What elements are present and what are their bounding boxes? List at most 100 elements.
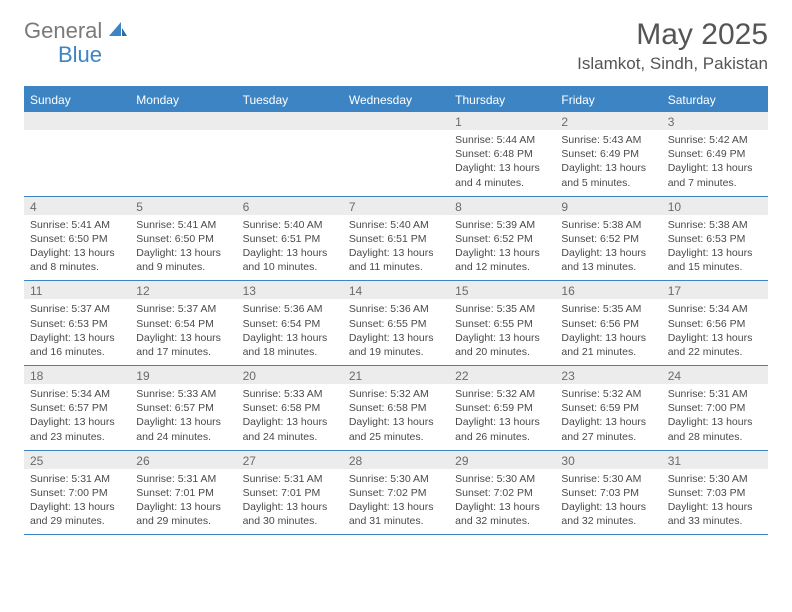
week-row: 4Sunrise: 5:41 AMSunset: 6:50 PMDaylight…	[24, 197, 768, 282]
day-details: Sunrise: 5:43 AMSunset: 6:49 PMDaylight:…	[555, 130, 661, 196]
day-cell: 22Sunrise: 5:32 AMSunset: 6:59 PMDayligh…	[449, 366, 555, 450]
day-cell: 9Sunrise: 5:38 AMSunset: 6:52 PMDaylight…	[555, 197, 661, 281]
detail-line: Daylight: 13 hours	[30, 500, 124, 514]
day-details: Sunrise: 5:40 AMSunset: 6:51 PMDaylight:…	[343, 215, 449, 281]
day-details	[343, 130, 449, 188]
detail-line: Sunrise: 5:33 AM	[136, 387, 230, 401]
day-cell: 27 Sunrise: 5:31 AMSunset: 7:01 PMDayligh…	[237, 451, 343, 535]
day-number: 26	[130, 451, 236, 469]
day-cell: 14Sunrise: 5:36 AMSunset: 6:55 PMDayligh…	[343, 281, 449, 365]
day-number	[237, 112, 343, 130]
detail-line: Sunset: 7:01 PM	[243, 486, 337, 500]
detail-line: Daylight: 13 hours	[243, 500, 337, 514]
detail-line: and 17 minutes.	[136, 345, 230, 359]
detail-line: Sunrise: 5:42 AM	[668, 133, 762, 147]
detail-line: Sunrise: 5:41 AM	[136, 218, 230, 232]
week-row: 1Sunrise: 5:44 AMSunset: 6:48 PMDaylight…	[24, 112, 768, 197]
day-details: Sunrise: 5:34 AMSunset: 6:56 PMDaylight:…	[662, 299, 768, 365]
day-details: Sunrise: 5:32 AMSunset: 6:59 PMDaylight:…	[555, 384, 661, 450]
detail-line: Sunrise: 5:36 AM	[243, 302, 337, 316]
dow-saturday: Saturday	[662, 88, 768, 112]
dow-sunday: Sunday	[24, 88, 130, 112]
day-number: 25	[24, 451, 130, 469]
detail-line: Sunrise: 5:34 AM	[668, 302, 762, 316]
dow-header-row: Sunday Monday Tuesday Wednesday Thursday…	[24, 88, 768, 112]
day-number	[343, 112, 449, 130]
day-cell: 18Sunrise: 5:34 AMSunset: 6:57 PMDayligh…	[24, 366, 130, 450]
detail-line: Sunset: 6:50 PM	[136, 232, 230, 246]
day-cell: 1Sunrise: 5:44 AMSunset: 6:48 PMDaylight…	[449, 112, 555, 196]
detail-line: Sunrise: 5:32 AM	[561, 387, 655, 401]
detail-line: Sunset: 7:03 PM	[561, 486, 655, 500]
detail-line: Sunrise: 5:33 AM	[243, 387, 337, 401]
month-title: May 2025	[577, 18, 768, 52]
day-details: Sunrise: 5:36 AMSunset: 6:54 PMDaylight:…	[237, 299, 343, 365]
day-cell: 16Sunrise: 5:35 AMSunset: 6:56 PMDayligh…	[555, 281, 661, 365]
day-details: Sunrise: 5:36 AMSunset: 6:55 PMDaylight:…	[343, 299, 449, 365]
detail-line: Sunset: 6:48 PM	[455, 147, 549, 161]
day-number: 23	[555, 366, 661, 384]
detail-line: Sunrise: 5:38 AM	[561, 218, 655, 232]
day-details: Sunrise: 5:31 AMSunset: 7:01 PMDaylight:…	[130, 469, 236, 535]
day-cell: 15Sunrise: 5:35 AMSunset: 6:55 PMDayligh…	[449, 281, 555, 365]
day-details: Sunrise: 5:30 AMSunset: 7:02 PMDaylight:…	[449, 469, 555, 535]
detail-line: Daylight: 13 hours	[136, 331, 230, 345]
day-cell: 5 Sunrise: 5:41 AMSunset: 6:50 PMDaylight…	[130, 197, 236, 281]
detail-line: Sunrise: 5:30 AM	[561, 472, 655, 486]
day-cell: 24Sunrise: 5:31 AMSunset: 7:00 PMDayligh…	[662, 366, 768, 450]
detail-line: Sunset: 6:55 PM	[455, 317, 549, 331]
day-details: Sunrise: 5:35 AMSunset: 6:56 PMDaylight:…	[555, 299, 661, 365]
day-number: 27	[237, 451, 343, 469]
day-number: 16	[555, 281, 661, 299]
day-number: 5	[130, 197, 236, 215]
day-cell: 2Sunrise: 5:43 AMSunset: 6:49 PMDaylight…	[555, 112, 661, 196]
detail-line: and 24 minutes.	[136, 430, 230, 444]
day-cell: 12Sunrise: 5:37 AMSunset: 6:54 PMDayligh…	[130, 281, 236, 365]
detail-line: Sunset: 6:51 PM	[243, 232, 337, 246]
detail-line: Sunset: 6:59 PM	[561, 401, 655, 415]
detail-line: and 22 minutes.	[668, 345, 762, 359]
week-row: 11Sunrise: 5:37 AMSunset: 6:53 PMDayligh…	[24, 281, 768, 366]
day-details: Sunrise: 5:42 AMSunset: 6:49 PMDaylight:…	[662, 130, 768, 196]
detail-line: Sunrise: 5:32 AM	[349, 387, 443, 401]
day-number: 28	[343, 451, 449, 469]
detail-line: Sunrise: 5:41 AM	[30, 218, 124, 232]
day-cell: 25Sunrise: 5:31 AMSunset: 7:00 PMDayligh…	[24, 451, 130, 535]
week-row: 18Sunrise: 5:34 AMSunset: 6:57 PMDayligh…	[24, 366, 768, 451]
detail-line: Sunrise: 5:31 AM	[243, 472, 337, 486]
day-number: 9	[555, 197, 661, 215]
day-number: 3	[662, 112, 768, 130]
day-number: 31	[662, 451, 768, 469]
detail-line: and 28 minutes.	[668, 430, 762, 444]
day-details: Sunrise: 5:31 AMSunset: 7:00 PMDaylight:…	[24, 469, 130, 535]
detail-line: Daylight: 13 hours	[561, 331, 655, 345]
day-cell: 10Sunrise: 5:38 AMSunset: 6:53 PMDayligh…	[662, 197, 768, 281]
detail-line: Daylight: 13 hours	[136, 246, 230, 260]
day-details: Sunrise: 5:33 AMSunset: 6:58 PMDaylight:…	[237, 384, 343, 450]
detail-line: Sunrise: 5:40 AM	[349, 218, 443, 232]
detail-line: Daylight: 13 hours	[30, 246, 124, 260]
day-cell: 4Sunrise: 5:41 AMSunset: 6:50 PMDaylight…	[24, 197, 130, 281]
dow-tuesday: Tuesday	[237, 88, 343, 112]
detail-line: Sunset: 6:57 PM	[136, 401, 230, 415]
detail-line: Daylight: 13 hours	[30, 331, 124, 345]
day-number: 7	[343, 197, 449, 215]
day-details: Sunrise: 5:30 AMSunset: 7:03 PMDaylight:…	[555, 469, 661, 535]
day-number: 2	[555, 112, 661, 130]
detail-line: Sunrise: 5:35 AM	[561, 302, 655, 316]
detail-line: Sunset: 6:52 PM	[561, 232, 655, 246]
detail-line: Sunset: 7:01 PM	[136, 486, 230, 500]
day-number: 8	[449, 197, 555, 215]
detail-line: Sunrise: 5:40 AM	[243, 218, 337, 232]
detail-line: Daylight: 13 hours	[349, 500, 443, 514]
day-details: Sunrise: 5:31 AMSunset: 7:00 PMDaylight:…	[662, 384, 768, 450]
detail-line: Sunset: 7:00 PM	[30, 486, 124, 500]
detail-line: Sunrise: 5:34 AM	[30, 387, 124, 401]
day-details: Sunrise: 5:33 AMSunset: 6:57 PMDaylight:…	[130, 384, 236, 450]
detail-line: Sunset: 6:54 PM	[243, 317, 337, 331]
day-cell: 29Sunrise: 5:30 AMSunset: 7:02 PMDayligh…	[449, 451, 555, 535]
day-cell: 26Sunrise: 5:31 AMSunset: 7:01 PMDayligh…	[130, 451, 236, 535]
detail-line: Daylight: 13 hours	[561, 161, 655, 175]
detail-line: and 19 minutes.	[349, 345, 443, 359]
detail-line: Sunrise: 5:32 AM	[455, 387, 549, 401]
